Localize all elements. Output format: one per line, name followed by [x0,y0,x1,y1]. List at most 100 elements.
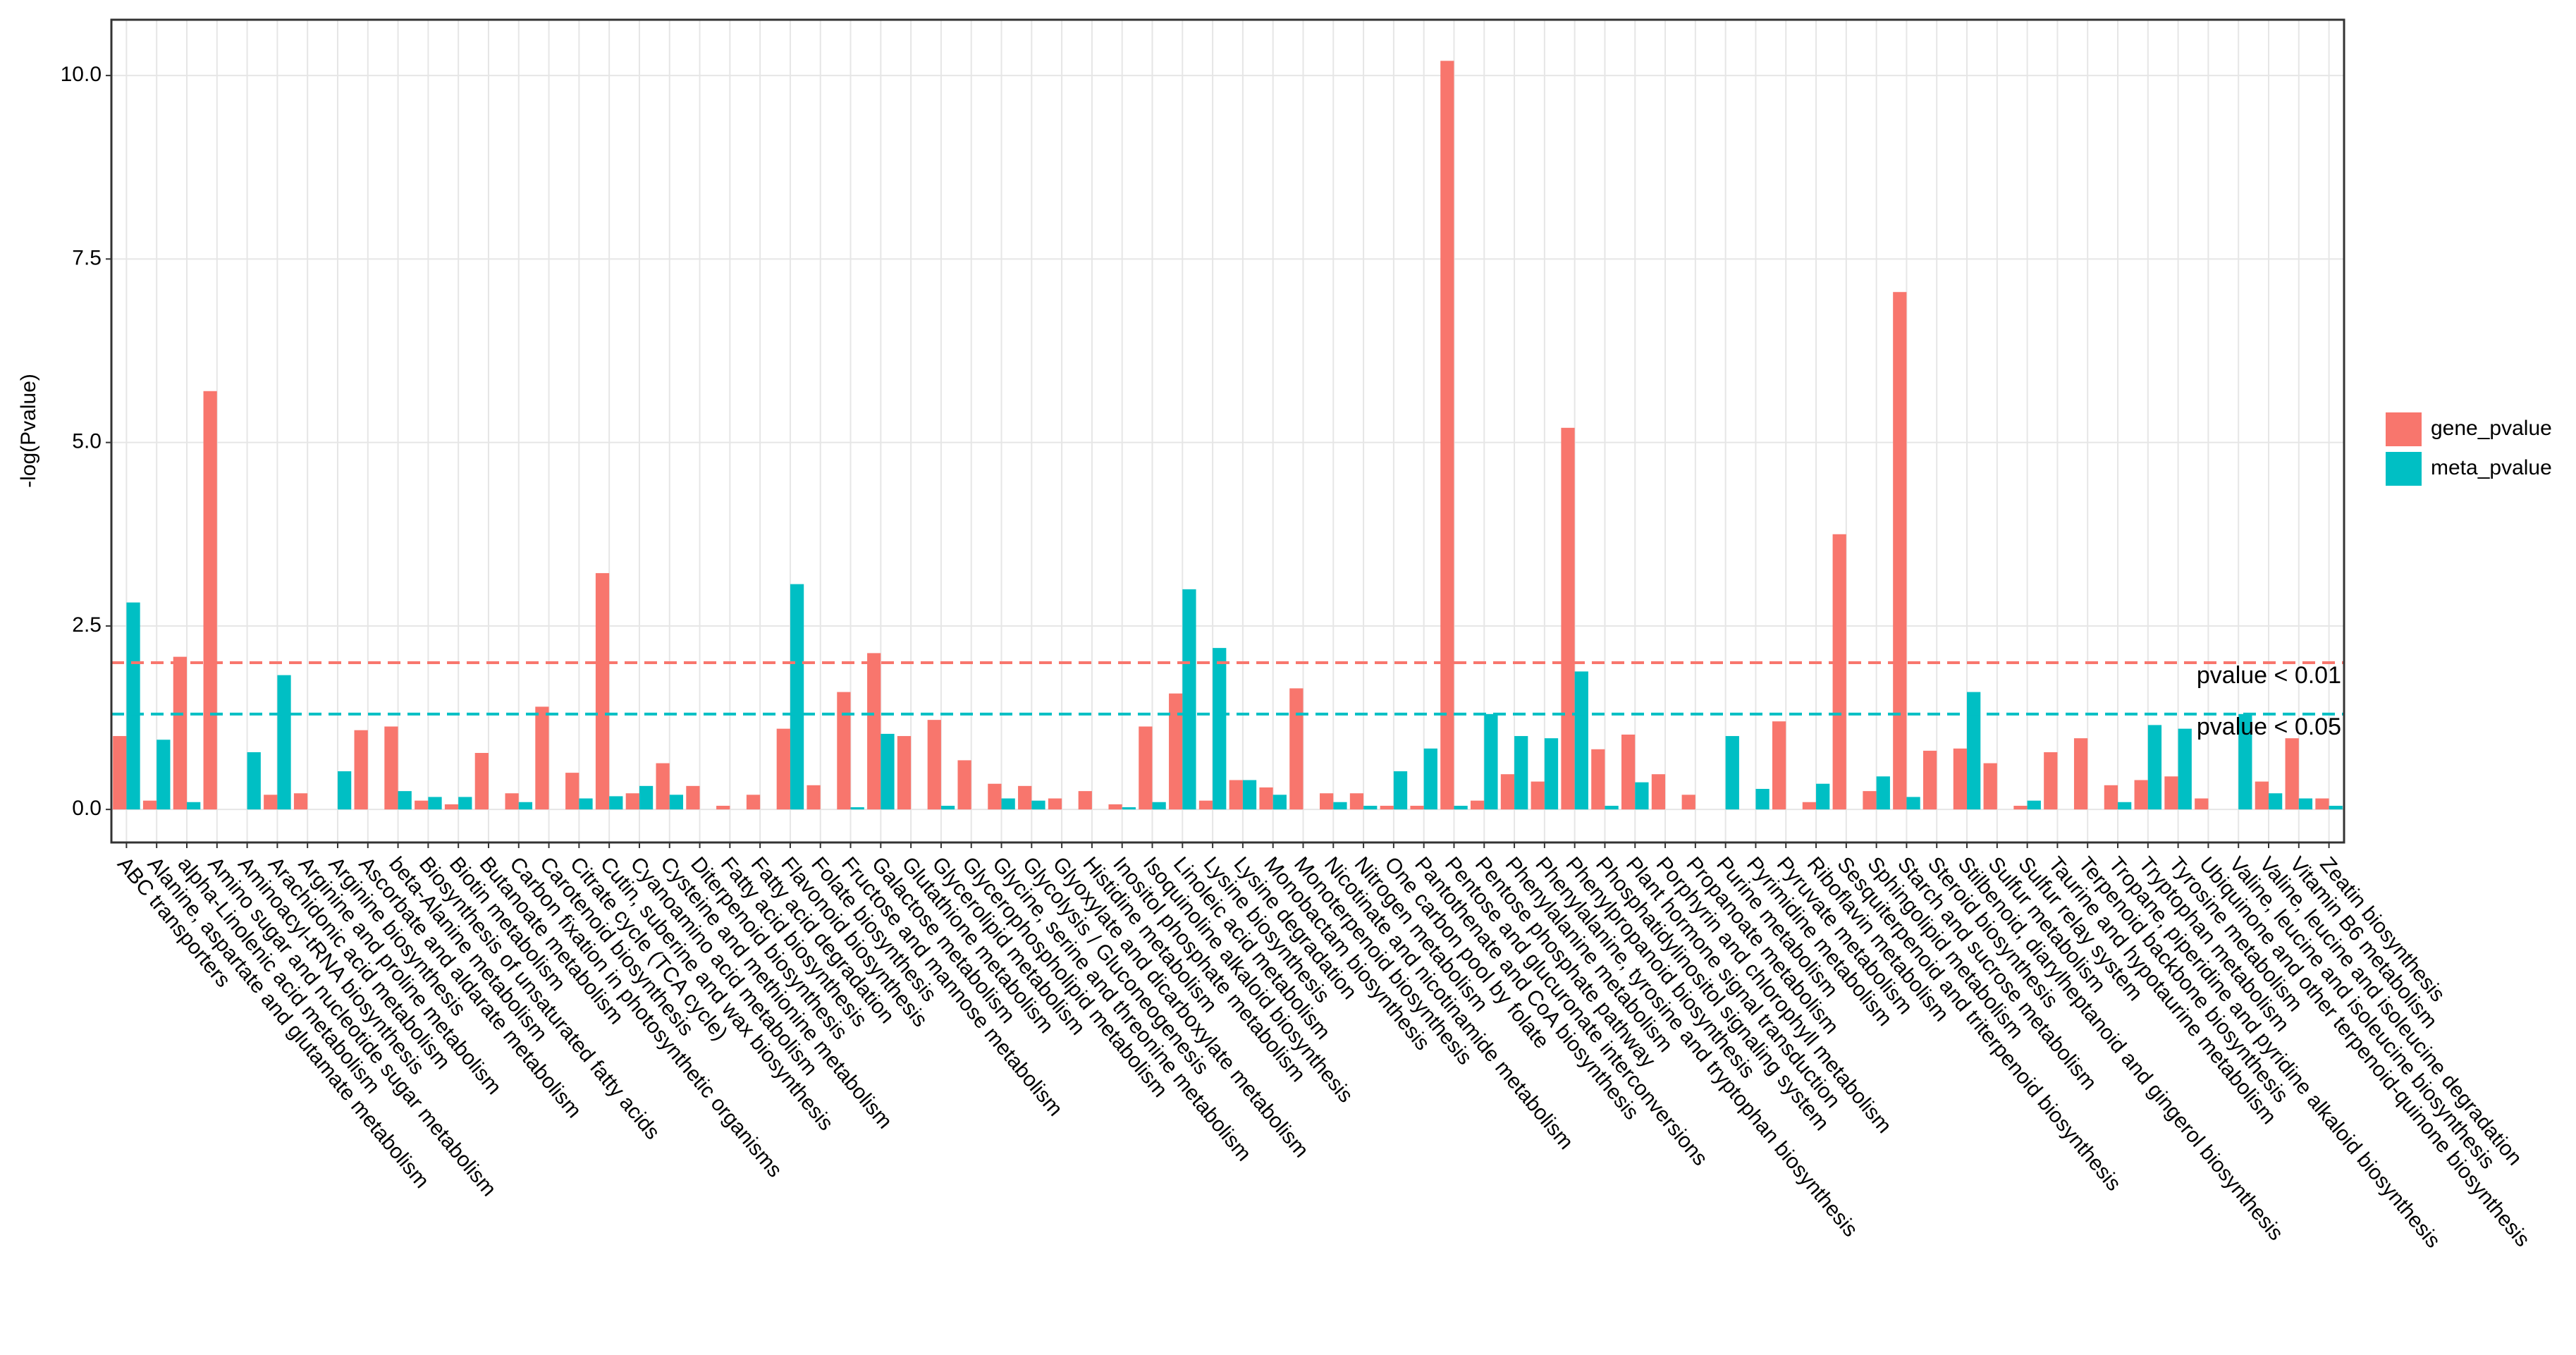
bar [2027,800,2041,810]
bar [1876,776,1890,810]
bar [384,726,398,810]
bar [1832,534,1846,810]
y-tick-label: 10.0 [61,63,102,86]
bar [1651,774,1666,810]
bar [535,706,549,810]
bar [897,736,912,810]
bar [639,785,654,810]
bar [940,805,955,810]
bar [1863,791,1877,810]
bar [1755,789,1770,810]
bar [1152,802,1166,810]
bar [1213,648,1227,810]
bar [186,802,201,810]
bar [1333,802,1347,810]
bar [790,584,804,810]
bar [881,733,895,810]
bar [1410,805,1424,810]
bar [1108,804,1122,810]
y-tick-label: 0.0 [72,797,102,820]
bar [1681,795,1695,810]
bar [1078,791,1092,810]
bar [669,795,684,810]
bar [595,572,610,810]
bar [126,602,140,810]
legend-key [2386,452,2422,486]
bar [1591,749,1605,810]
bar [415,800,429,810]
plot-background [111,20,2344,842]
bar [1605,805,1619,810]
bar [1725,736,1739,810]
legend-label: gene_pvalue [2431,417,2552,440]
plot-border [110,18,2345,844]
bar [458,797,472,810]
bar [776,728,790,810]
bar [1621,734,1636,810]
bar [1048,798,1062,810]
bar [1922,750,1937,810]
bar [1484,713,1498,810]
bar [277,675,291,810]
bar [1182,589,1196,810]
bar [1349,793,1364,810]
bar [1001,798,1015,810]
bar [565,773,579,810]
bar [398,791,412,810]
bar [1259,787,1273,810]
bar [1967,692,1981,810]
bar [1169,693,1183,810]
bar [157,740,171,810]
bar [927,720,941,810]
bar [2044,752,2058,810]
bar [2118,802,2132,810]
bar [1772,721,1786,810]
bar [1816,783,1830,810]
legend-label: meta_pvalue [2431,456,2552,479]
bar [1531,781,1545,810]
bar [1454,805,1468,810]
y-tick-label: 2.5 [72,613,102,637]
bar [2255,781,2269,810]
bar [2238,713,2252,810]
bar [1380,805,1394,810]
bar [1893,292,1907,810]
bar [1242,780,1257,810]
bar [2315,798,2329,810]
bar [337,771,352,810]
bar [1500,774,1515,810]
bar [867,653,881,810]
bar [1229,780,1243,810]
bar [988,783,1002,810]
bar [2329,805,2343,810]
bar [2073,738,2088,810]
threshold-label: pvalue < 0.05 [2197,713,2341,740]
bar [1906,797,1920,810]
bar [1514,736,1528,810]
bar [2134,780,2148,810]
bar [1018,785,1032,810]
y-tick-label: 7.5 [72,246,102,269]
bar [2178,728,2192,810]
bar [1272,795,1287,810]
bar [474,752,489,810]
bar [2147,725,2162,810]
bar [716,805,730,810]
bar [957,760,971,810]
bar [2104,785,2118,810]
bar [609,796,623,810]
bar [518,802,533,810]
bar [264,795,278,810]
bar [746,795,761,810]
bar [1983,763,1997,810]
bar [247,752,261,810]
bar [2269,793,2283,810]
bar [1393,771,1408,810]
bar [173,656,187,810]
bar [2285,738,2299,810]
legend-key [2386,412,2422,446]
bar [1471,800,1485,810]
bar [203,391,217,810]
bar [1544,738,1559,810]
